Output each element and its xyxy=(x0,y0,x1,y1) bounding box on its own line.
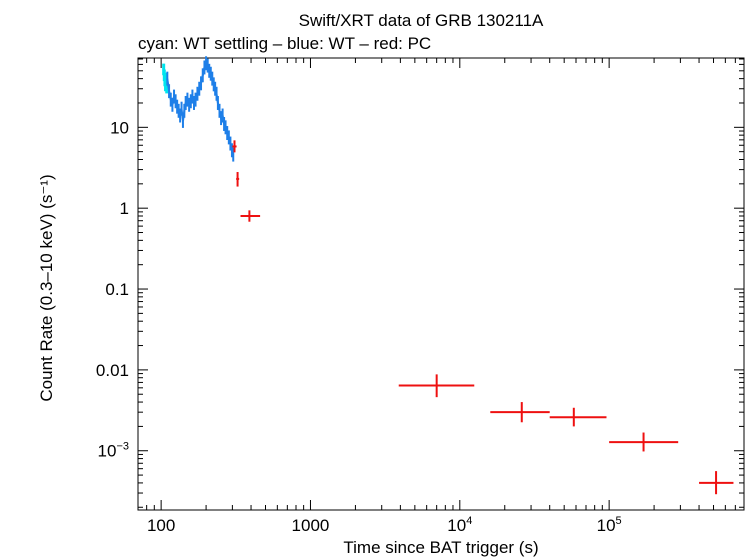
x-tick-label: 105 xyxy=(597,515,622,535)
y-axis-label: Count Rate (0.3–10 keV) (s⁻¹) xyxy=(37,174,56,401)
plot-frame xyxy=(137,57,745,511)
x-tick-label-base: 10 xyxy=(597,516,616,535)
x-axis-label: Time since BAT trigger (s) xyxy=(343,538,538,557)
y-tick-label: 10 xyxy=(110,118,129,137)
y-tick-label: 0.01 xyxy=(96,361,129,380)
y-tick-label: 1 xyxy=(120,199,129,218)
x-tick-label: 1000 xyxy=(292,516,330,535)
y-tick-label: 10−3 xyxy=(98,441,129,461)
chart-title: Swift/XRT data of GRB 130211A xyxy=(299,11,544,30)
data-marks xyxy=(162,56,734,495)
x-tick-label-base: 10 xyxy=(447,516,466,535)
x-tick-label: 100 xyxy=(147,516,175,535)
y-tick-label-exp: −3 xyxy=(116,441,129,453)
chart-subtitle: cyan: WT settling – blue: WT – red: PC xyxy=(138,34,431,53)
x-tick-label: 104 xyxy=(447,515,472,535)
x-tick-label-exp: 4 xyxy=(466,515,472,527)
y-tick-label-base: 10 xyxy=(98,442,117,461)
x-tick-label-exp: 5 xyxy=(616,515,622,527)
y-tick-label: 0.1 xyxy=(105,280,129,299)
